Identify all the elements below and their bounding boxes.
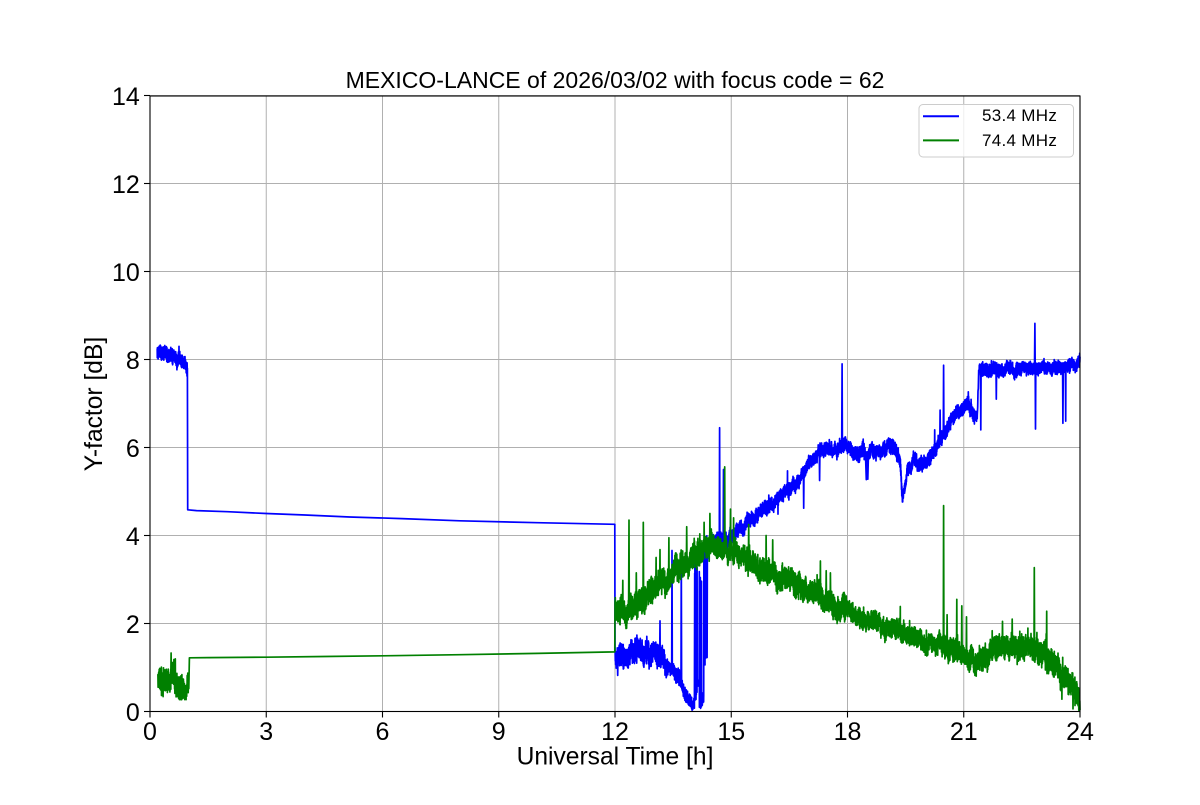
svg-text:53.4 MHz: 53.4 MHz [982, 106, 1057, 125]
svg-text:Y-factor [dB]: Y-factor [dB] [81, 337, 108, 471]
svg-text:9: 9 [492, 718, 506, 746]
svg-text:15: 15 [717, 718, 745, 746]
svg-text:21: 21 [950, 718, 978, 746]
svg-text:12: 12 [112, 171, 140, 199]
svg-text:10: 10 [112, 259, 140, 287]
svg-text:2: 2 [126, 611, 140, 639]
svg-text:4: 4 [126, 523, 140, 551]
svg-text:6: 6 [126, 435, 140, 463]
svg-text:24: 24 [1066, 718, 1094, 746]
svg-text:14: 14 [112, 83, 140, 111]
svg-text:0: 0 [143, 718, 157, 746]
svg-text:18: 18 [834, 718, 862, 746]
svg-text:74.4 MHz: 74.4 MHz [982, 131, 1057, 150]
svg-text:12: 12 [601, 718, 629, 746]
svg-text:8: 8 [126, 347, 140, 375]
svg-text:3: 3 [259, 718, 273, 746]
svg-text:Universal Time [h]: Universal Time [h] [517, 744, 714, 771]
svg-text:6: 6 [376, 718, 390, 746]
svg-text:MEXICO-LANCE of 2026/03/02 wit: MEXICO-LANCE of 2026/03/02 with focus co… [346, 67, 885, 93]
svg-text:0: 0 [126, 699, 140, 727]
